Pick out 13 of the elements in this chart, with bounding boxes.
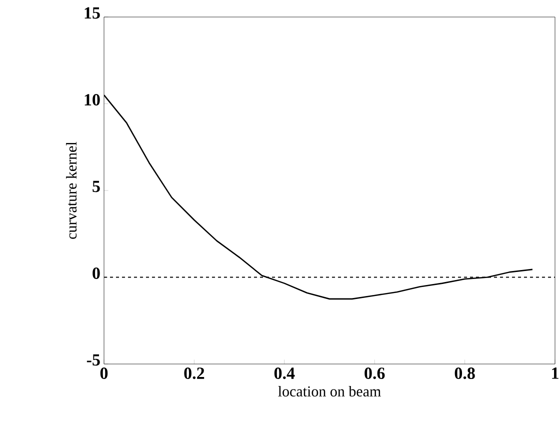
y-tick-label: -5 xyxy=(86,354,100,366)
x-tick-label: 0 xyxy=(100,368,108,380)
y-tick-label: 10 xyxy=(84,94,100,106)
x-axis-title: location on beam xyxy=(278,386,381,396)
y-tick-label: 5 xyxy=(92,180,100,192)
y-tick-label: 0 xyxy=(92,268,100,279)
y-tick-label: 15 xyxy=(84,7,100,19)
y-axis-title: curvature kernel xyxy=(66,142,77,239)
x-tick-label: 0.4 xyxy=(274,368,295,380)
x-tick-label: 0.6 xyxy=(364,368,385,380)
x-tick-label: 0.2 xyxy=(184,368,204,380)
x-tick-label: 1 xyxy=(552,368,558,379)
x-tick-label: 0.8 xyxy=(454,368,475,380)
